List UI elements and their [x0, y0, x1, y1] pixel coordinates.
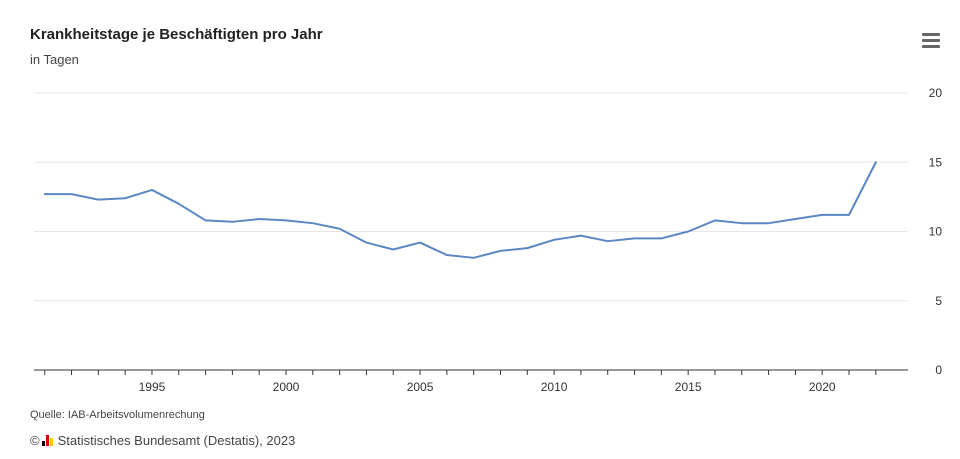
data-point[interactable]	[630, 233, 640, 243]
data-point[interactable]	[495, 246, 505, 256]
data-point[interactable]	[549, 235, 559, 245]
data-point[interactable]	[174, 199, 184, 209]
data-point[interactable]	[120, 193, 130, 203]
data-point[interactable]	[388, 245, 398, 255]
y-tick-label: 0	[935, 363, 942, 377]
logo-bar-red	[45, 435, 49, 446]
x-axis: 1995 2000 2005 2010 2015 2020	[34, 369, 908, 394]
x-tick-label: 2015	[675, 380, 702, 394]
data-point[interactable]	[361, 238, 371, 248]
data-point[interactable]	[67, 189, 77, 199]
x-tick-label: 2010	[541, 380, 568, 394]
menu-bar	[922, 45, 940, 48]
y-tick-label: 10	[929, 225, 943, 239]
data-point[interactable]	[603, 236, 613, 246]
data-point[interactable]	[442, 250, 452, 260]
data-point[interactable]	[710, 215, 720, 225]
data-point[interactable]	[308, 218, 318, 228]
data-point[interactable]	[281, 215, 291, 225]
x-tick-label: 1995	[139, 380, 166, 394]
hamburger-menu-icon[interactable]	[918, 30, 944, 52]
data-point[interactable]	[415, 238, 425, 248]
copyright-text: Statistisches Bundesamt (Destatis), 2023	[57, 433, 296, 448]
series-line-0[interactable]	[43, 161, 877, 259]
grid-lines	[34, 92, 908, 302]
y-axis: 0 5 10 15 20	[929, 86, 943, 377]
logo-bar-black	[41, 441, 45, 446]
data-point[interactable]	[93, 195, 103, 205]
data-point[interactable]	[871, 157, 881, 167]
data-point[interactable]	[656, 233, 666, 243]
data-point[interactable]	[147, 185, 157, 195]
data-point[interactable]	[764, 218, 774, 228]
data-point[interactable]	[576, 231, 586, 241]
menu-bar	[922, 33, 940, 36]
data-point[interactable]	[201, 215, 211, 225]
logo-bar-gold	[49, 438, 53, 446]
series-group	[40, 157, 881, 263]
data-point[interactable]	[737, 218, 747, 228]
y-tick-label: 20	[929, 86, 943, 100]
menu-bar	[922, 39, 940, 42]
data-point[interactable]	[227, 217, 237, 227]
data-point[interactable]	[335, 224, 345, 234]
x-tick-label: 2000	[273, 380, 300, 394]
data-point[interactable]	[790, 214, 800, 224]
data-point[interactable]	[254, 214, 264, 224]
copyright-symbol: ©	[30, 433, 40, 448]
data-point[interactable]	[844, 210, 854, 220]
source-note: Quelle: IAB-Arbeitsvolumenrechung	[30, 409, 205, 421]
data-point[interactable]	[817, 210, 827, 220]
data-point[interactable]	[40, 189, 50, 199]
y-tick-label: 15	[929, 155, 943, 169]
y-tick-label: 5	[935, 294, 942, 308]
destatis-logo-icon	[41, 435, 54, 446]
line-chart: 1995 2000 2005 2010 2015 2020 0 5 10 15 20	[34, 86, 943, 394]
x-tick-label: 2020	[809, 380, 836, 394]
data-point[interactable]	[522, 243, 532, 253]
data-point[interactable]	[683, 227, 693, 237]
copyright-line: © Statistisches Bundesamt (Destatis), 20…	[30, 433, 295, 448]
chart-subtitle: in Tagen	[30, 52, 79, 67]
x-tick-label: 2005	[407, 380, 434, 394]
chart-title: Krankheitstage je Beschäftigten pro Jahr	[30, 26, 323, 43]
data-point[interactable]	[469, 253, 479, 263]
